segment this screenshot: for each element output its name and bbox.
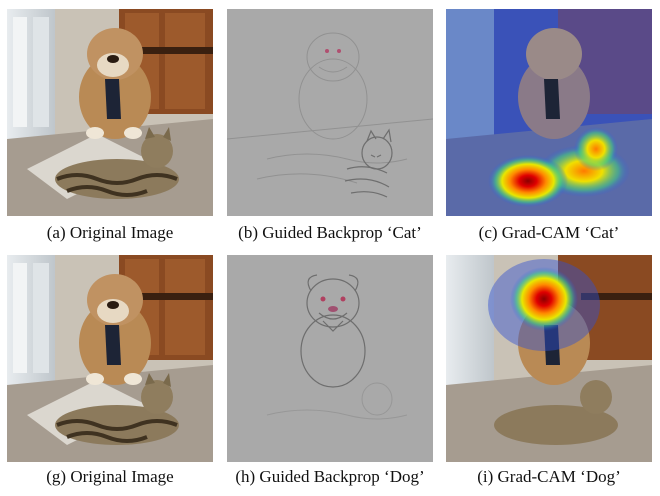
caption-a: (a) Original Image — [46, 223, 174, 242]
photo-dog-cat — [7, 255, 213, 462]
gradcam-heatmap-cat — [446, 9, 652, 216]
guided-backprop-panel-h — [227, 255, 433, 462]
gradcam-heatmap-dog — [446, 255, 652, 462]
guided-backprop-map — [227, 9, 433, 216]
gradcam-panel-i — [446, 255, 652, 462]
guided-backprop-map — [227, 255, 433, 462]
caption-c: (c) Grad-CAM ‘Cat’ — [478, 223, 620, 242]
caption-g: (g) Original Image — [46, 467, 174, 486]
caption-b: (b) Guided Backprop ‘Cat’ — [238, 223, 422, 242]
original-image-panel-g — [7, 255, 213, 462]
photo-dog-cat — [7, 9, 213, 216]
guided-backprop-panel-b — [227, 9, 433, 216]
gradcam-panel-c — [446, 9, 652, 216]
caption-h: (h) Guided Backprop ‘Dog’ — [235, 467, 425, 486]
caption-i: (i) Grad-CAM ‘Dog’ — [477, 467, 621, 486]
original-image-panel-a — [7, 9, 213, 216]
